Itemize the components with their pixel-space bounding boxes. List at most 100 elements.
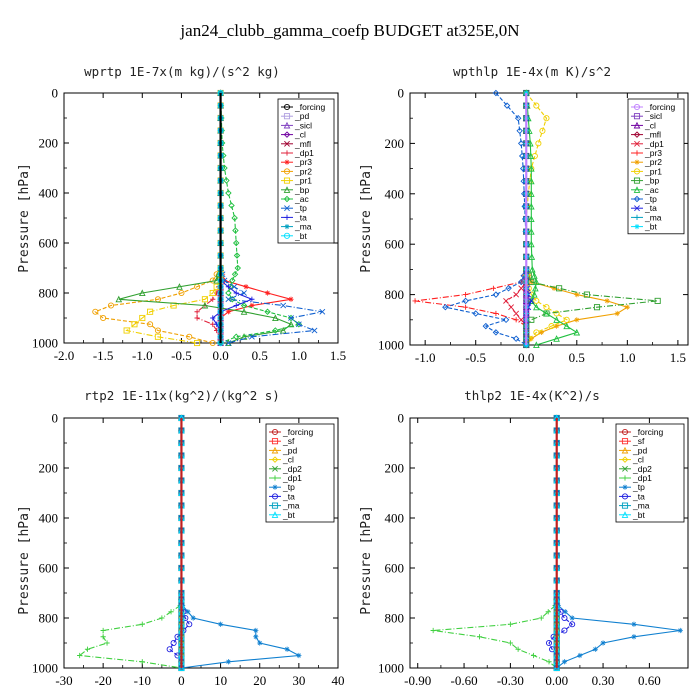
data-point (100, 634, 106, 640)
legend-label: _pr3 (644, 148, 662, 158)
data-point (531, 272, 538, 279)
data-point (528, 253, 536, 260)
x-tick-label: -10 (134, 673, 151, 688)
legend-label: _ma (282, 501, 300, 511)
panel-title: rtp2 1E-11x(kg^2)/(kg^2 s) (84, 388, 280, 403)
y-tick-label: 400 (39, 186, 59, 201)
data-point (84, 646, 91, 652)
data-point (492, 89, 500, 97)
data-point (296, 652, 302, 659)
data-point (538, 615, 544, 621)
legend-label: _ta (282, 491, 295, 501)
data-point (563, 316, 570, 323)
legend-marker (633, 195, 641, 203)
data-point (513, 291, 520, 298)
x-tick-label: 1.5 (670, 350, 686, 365)
data-point (526, 139, 534, 147)
legend-label: _bt (294, 231, 307, 241)
data-point (528, 297, 535, 304)
legend-label: _sf (632, 436, 645, 446)
legend-label: _forcing (644, 102, 676, 112)
data-point (170, 639, 177, 647)
data-point (185, 609, 191, 615)
x-tick-label: 0.5 (252, 348, 268, 363)
data-point (569, 621, 576, 628)
legend-label: _cl (644, 120, 656, 130)
x-tick-label: 10 (214, 673, 227, 688)
legend-marker (283, 232, 291, 239)
x-tick-label: 0.30 (592, 673, 615, 688)
legend-marker (633, 168, 641, 175)
data-point (210, 296, 216, 302)
data-point (272, 314, 279, 322)
y-tick-label: 400 (385, 511, 405, 526)
data-point (592, 646, 598, 652)
panel-wprtp: wprtp 1E-7x(m kg)/(s^2 kg) Pressure [hPa… (17, 64, 346, 363)
series-line (443, 92, 527, 346)
legend-label: _ac (644, 185, 659, 195)
data-point (530, 652, 537, 659)
data-point (225, 659, 231, 665)
figure-title: jan24_clubb_gamma_coefp BUDGET at325E,0N (179, 21, 519, 40)
data-point (543, 304, 550, 311)
y-tick-label: 400 (39, 511, 59, 526)
data-point (186, 333, 193, 340)
panel-rtp2: rtp2 1E-11x(kg^2)/(kg^2 s) Pressure [hPa… (17, 388, 345, 688)
legend-marker (271, 511, 279, 518)
legend-label: _tp (632, 482, 645, 492)
x-tick-label: -2.0 (54, 348, 75, 363)
legend-label: _dp2 (632, 464, 652, 474)
legend-marker (621, 502, 629, 509)
data-point (553, 310, 560, 317)
data-point (548, 323, 555, 330)
data-point (231, 271, 239, 278)
data-point (288, 315, 294, 321)
data-point (430, 627, 436, 634)
y-tick-label: 1000 (378, 338, 404, 353)
x-tick-label: 0.5 (569, 350, 585, 365)
legend-marker (271, 446, 279, 454)
legend-marker (284, 214, 290, 220)
data-point (225, 289, 232, 297)
data-point (228, 202, 235, 209)
data-point (138, 289, 146, 297)
data-point (561, 627, 568, 634)
data-point (527, 202, 535, 210)
y-tick-label: 600 (39, 561, 59, 576)
data-point (514, 114, 522, 122)
y-tick-label: 800 (385, 611, 405, 626)
data-point (217, 621, 224, 627)
series-line (78, 418, 182, 669)
data-point (139, 314, 146, 322)
data-point (539, 127, 546, 134)
data-point (527, 164, 535, 172)
y-tick-label: 1000 (32, 661, 58, 676)
x-tick-label: -1.0 (132, 348, 153, 363)
data-point (553, 335, 560, 342)
legend-label: _ta (294, 212, 307, 222)
x-tick-label: 0 (178, 673, 185, 688)
data-point (551, 285, 557, 291)
data-point (264, 308, 271, 315)
legend-label: _bt (644, 222, 657, 232)
panel-wpthlp: wpthlp 1E-4x(m K)/s^2 Pressure [hPa] -1.… (359, 64, 689, 365)
x-tick-label: 30 (292, 673, 305, 688)
data-point (600, 640, 606, 646)
legend-label: _ta (632, 491, 645, 501)
x-tick-label: -0.60 (451, 673, 478, 688)
data-point (209, 289, 216, 297)
data-point (139, 659, 145, 665)
data-point (159, 615, 165, 621)
series-line (118, 93, 293, 344)
legend-marker (633, 121, 641, 129)
data-point (319, 308, 326, 315)
legend-box (627, 98, 685, 235)
legend-marker (272, 465, 278, 472)
data-point (194, 339, 201, 347)
data-point (614, 310, 620, 317)
x-tick-label: 1.0 (291, 348, 307, 363)
legend-marker (621, 438, 629, 445)
data-point (240, 302, 248, 309)
data-point (115, 295, 123, 303)
